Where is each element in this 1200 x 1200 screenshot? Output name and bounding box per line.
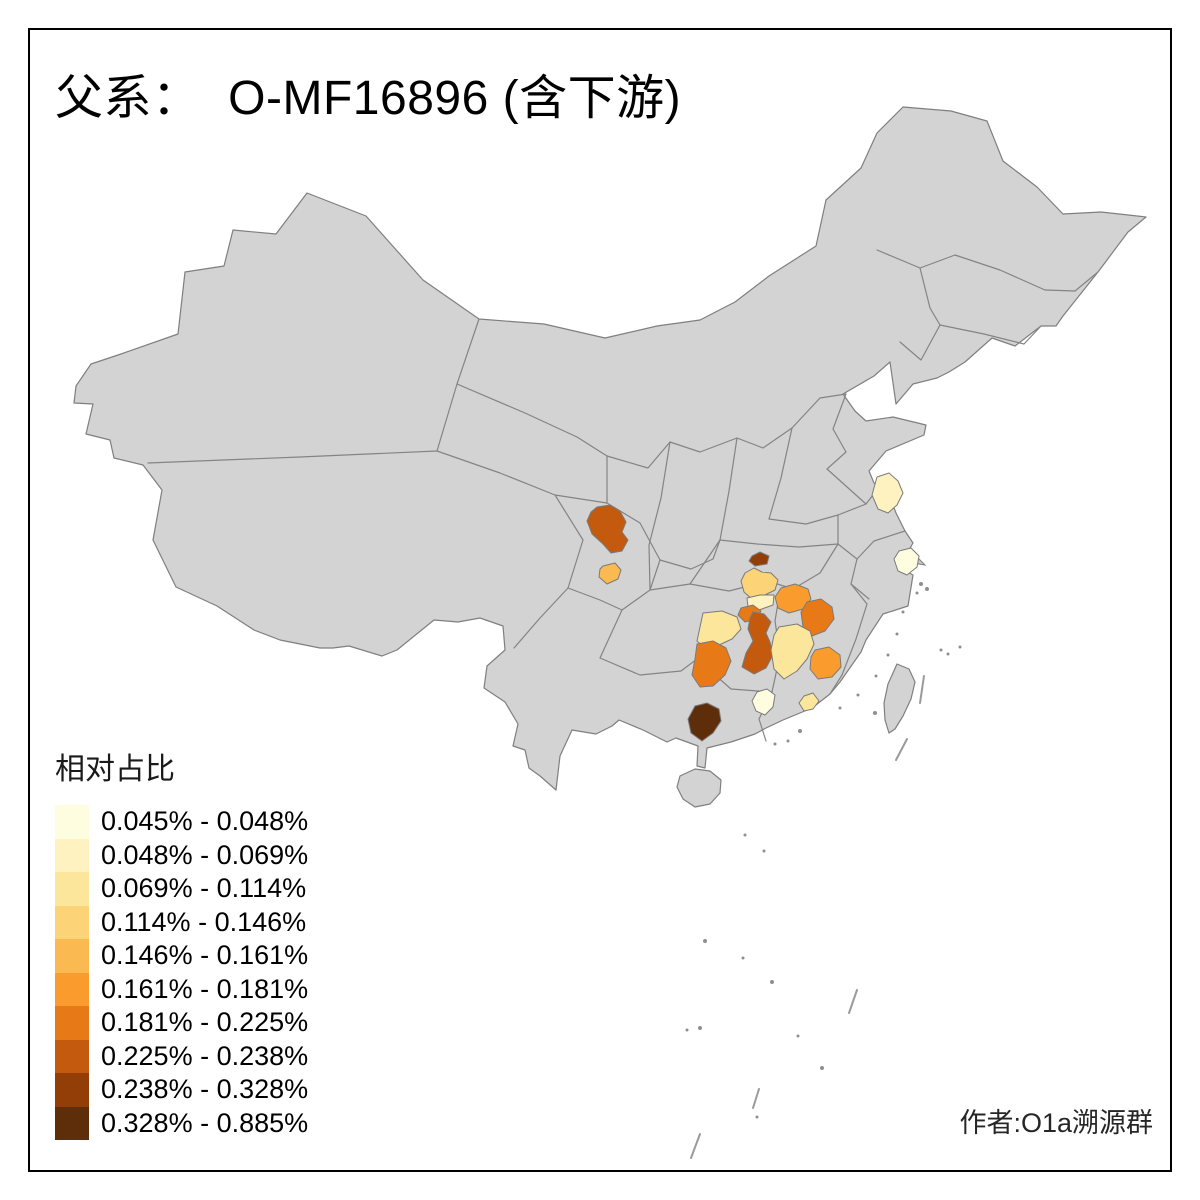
region-jiangxi-south — [809, 646, 842, 680]
colored-regions — [586, 472, 920, 742]
plot-frame — [28, 28, 1172, 1172]
legend-swatch — [55, 1106, 89, 1140]
region-hunan-west — [696, 610, 742, 650]
region-sichuan-central — [586, 504, 629, 554]
legend-swatch — [55, 939, 89, 973]
legend-swatch — [55, 838, 89, 872]
mainland-outline — [73, 106, 1147, 791]
legend-row: 0.114% - 0.146% — [55, 905, 308, 939]
legend-label: 0.048% - 0.069% — [101, 839, 309, 870]
legend-swatch — [55, 972, 89, 1006]
legend-row: 0.225% - 0.238% — [55, 1039, 309, 1073]
region-guangxi-southeast — [687, 702, 722, 742]
region-hunan-north — [740, 567, 779, 600]
legend-label: 0.238% - 0.328% — [101, 1074, 309, 1104]
legend-row: 0.328% - 0.885% — [55, 1106, 309, 1140]
small-islands — [685, 582, 962, 1159]
province-borders — [147, 249, 1099, 742]
region-guangdong-west — [751, 688, 776, 716]
region-jiangsu-south — [893, 547, 920, 576]
legend-row: 0.048% - 0.069% — [55, 838, 309, 872]
legend-swatch — [55, 1039, 89, 1073]
legend-row: 0.181% - 0.225% — [55, 1006, 308, 1040]
legend-swatch — [55, 872, 89, 906]
region-guangdong-center — [798, 692, 820, 712]
legend-swatch — [55, 805, 89, 839]
region-hunan-southwest — [691, 640, 732, 688]
region-jiangxi-west — [800, 598, 835, 637]
legend-swatch — [55, 1073, 89, 1107]
region-jiangxi-center — [770, 623, 815, 680]
region-hubei-small — [748, 551, 770, 567]
legend-row: 0.238% - 0.328% — [55, 1073, 308, 1107]
legend-row: 0.045% - 0.048% — [55, 805, 308, 839]
legend: 相对占比 0.045% - 0.048% 0.048% - 0.069% 0.069… — [55, 744, 308, 1140]
legend-row: 0.146% - 0.161% — [55, 939, 308, 973]
region-hunan-center-large — [741, 611, 774, 675]
legend-label: 0.146% - 0.161% — [101, 940, 309, 970]
legend-label: 0.161% - 0.181% — [101, 973, 309, 1004]
region-sichuan-south — [598, 562, 622, 585]
hainan-island — [676, 768, 722, 808]
legend-swatch — [55, 905, 89, 939]
legend-label: 0.225% - 0.238% — [101, 1040, 309, 1071]
region-jiangsu-coast — [871, 472, 904, 514]
attribution: 作者:O1a溯源群 — [959, 1108, 1153, 1138]
legend-title: 相对占比 — [55, 753, 175, 786]
legend-label: 0.181% - 0.225% — [101, 1007, 309, 1037]
legend-label: 0.069% - 0.114% — [101, 873, 307, 903]
page-title: 父系： O-MF16896 (含下游) — [55, 72, 682, 125]
legend-swatch — [55, 1006, 89, 1040]
legend-row: 0.069% - 0.114% — [55, 872, 308, 906]
taiwan-island — [883, 663, 916, 734]
legend-label: 0.114% - 0.146% — [101, 906, 307, 937]
legend-label: 0.328% - 0.885% — [101, 1107, 309, 1138]
legend-label: 0.045% - 0.048% — [101, 806, 309, 836]
legend-row: 0.161% - 0.181% — [55, 972, 309, 1006]
legend-rows: 0.045% - 0.048% 0.048% - 0.069% 0.069% - 0… — [55, 805, 308, 1140]
